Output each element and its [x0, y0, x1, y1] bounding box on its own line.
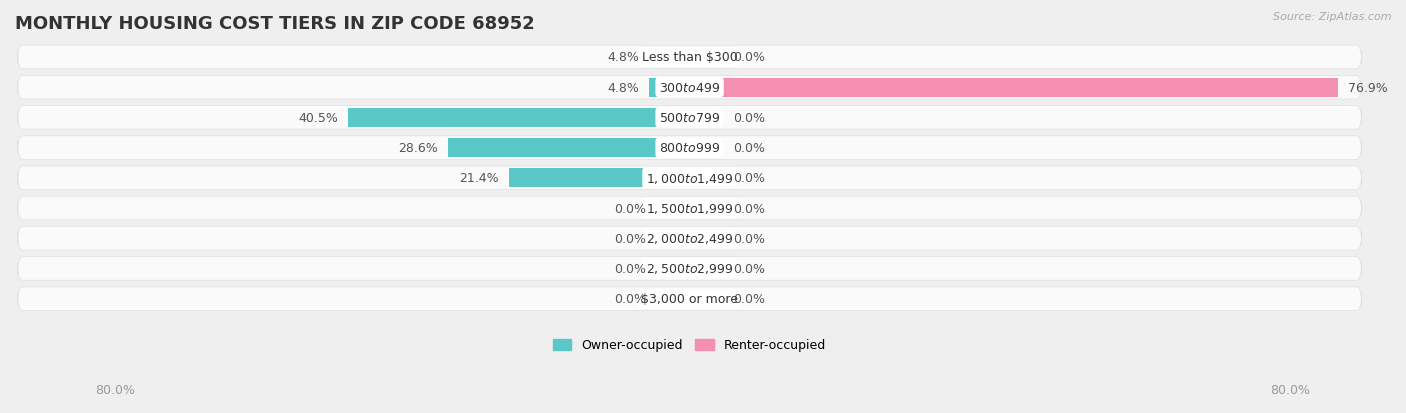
FancyBboxPatch shape — [17, 107, 1361, 130]
Text: 0.0%: 0.0% — [614, 202, 645, 215]
Bar — [689, 259, 723, 278]
Bar — [689, 290, 723, 308]
Bar — [655, 199, 689, 218]
FancyBboxPatch shape — [17, 257, 1361, 280]
Text: 40.5%: 40.5% — [298, 112, 337, 125]
Bar — [655, 259, 689, 278]
Bar — [689, 169, 723, 188]
Text: $1,000 to $1,499: $1,000 to $1,499 — [645, 171, 734, 185]
Bar — [449, 139, 689, 158]
FancyBboxPatch shape — [17, 166, 1361, 190]
FancyBboxPatch shape — [17, 76, 1361, 100]
FancyBboxPatch shape — [17, 46, 1361, 70]
Text: 21.4%: 21.4% — [460, 172, 499, 185]
Bar — [689, 139, 723, 158]
Text: 0.0%: 0.0% — [734, 232, 765, 245]
Text: $500 to $799: $500 to $799 — [659, 112, 720, 125]
Text: $2,500 to $2,999: $2,500 to $2,999 — [645, 262, 734, 276]
Text: Less than $300: Less than $300 — [641, 51, 738, 64]
Bar — [689, 48, 723, 67]
Text: 76.9%: 76.9% — [1348, 81, 1388, 95]
Text: $2,000 to $2,499: $2,000 to $2,499 — [645, 232, 734, 246]
Bar — [650, 78, 689, 97]
Text: 28.6%: 28.6% — [398, 142, 439, 155]
Text: Source: ZipAtlas.com: Source: ZipAtlas.com — [1274, 12, 1392, 22]
Bar — [689, 229, 723, 248]
Bar — [509, 169, 689, 188]
Bar — [689, 109, 723, 128]
Bar — [689, 199, 723, 218]
Text: 0.0%: 0.0% — [734, 51, 765, 64]
Bar — [655, 290, 689, 308]
Text: 0.0%: 0.0% — [734, 172, 765, 185]
FancyBboxPatch shape — [17, 197, 1361, 220]
Text: 4.8%: 4.8% — [607, 51, 638, 64]
Text: 0.0%: 0.0% — [734, 262, 765, 275]
Text: 0.0%: 0.0% — [734, 142, 765, 155]
Text: 4.8%: 4.8% — [607, 81, 638, 95]
Text: 0.0%: 0.0% — [734, 292, 765, 305]
Text: 0.0%: 0.0% — [614, 262, 645, 275]
FancyBboxPatch shape — [17, 287, 1361, 311]
Text: 0.0%: 0.0% — [614, 232, 645, 245]
Bar — [650, 48, 689, 67]
Legend: Owner-occupied, Renter-occupied: Owner-occupied, Renter-occupied — [548, 334, 831, 356]
Text: $1,500 to $1,999: $1,500 to $1,999 — [645, 202, 734, 216]
Text: MONTHLY HOUSING COST TIERS IN ZIP CODE 68952: MONTHLY HOUSING COST TIERS IN ZIP CODE 6… — [15, 15, 534, 33]
Bar — [349, 109, 689, 128]
FancyBboxPatch shape — [17, 137, 1361, 160]
Text: 80.0%: 80.0% — [1271, 384, 1310, 396]
Text: 80.0%: 80.0% — [96, 384, 135, 396]
Text: 0.0%: 0.0% — [734, 202, 765, 215]
Text: $300 to $499: $300 to $499 — [659, 81, 720, 95]
Bar — [689, 78, 1339, 97]
FancyBboxPatch shape — [17, 227, 1361, 250]
Text: 0.0%: 0.0% — [734, 112, 765, 125]
Text: $800 to $999: $800 to $999 — [659, 142, 720, 155]
Text: $3,000 or more: $3,000 or more — [641, 292, 738, 305]
Text: 0.0%: 0.0% — [614, 292, 645, 305]
Bar — [655, 229, 689, 248]
